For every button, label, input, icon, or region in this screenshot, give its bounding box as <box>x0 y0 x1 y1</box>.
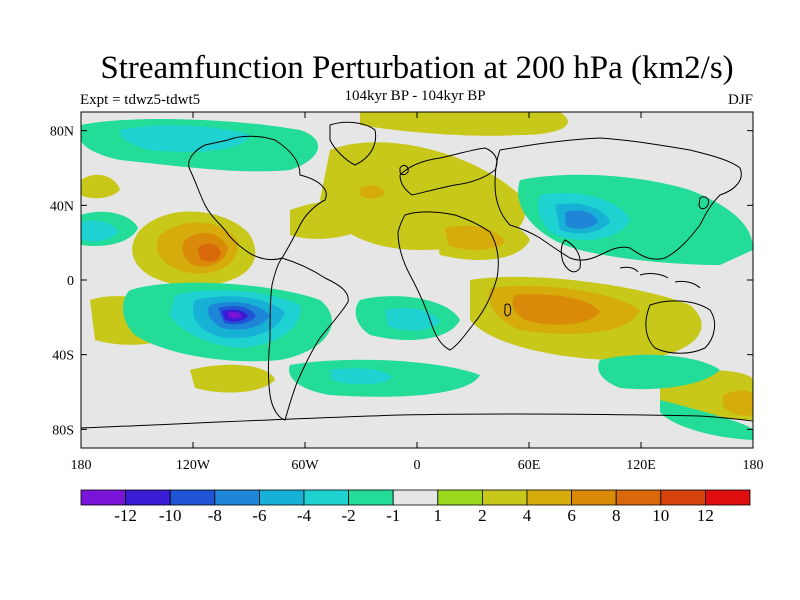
contour-violet-minimum <box>228 312 242 319</box>
colorbar-label: 2 <box>478 506 487 525</box>
colorbar-label: 6 <box>567 506 576 525</box>
coast-africa <box>397 211 499 351</box>
contour-dark-orange-indian-ocean <box>512 294 600 325</box>
coast-japan <box>698 196 709 210</box>
colorbar-swatch <box>705 489 751 506</box>
lat-tick-label: 40S <box>52 349 74 364</box>
lon-tick-label: 180 <box>71 458 92 473</box>
contour-orange-north-atlantic <box>360 185 385 199</box>
coast-madagascar <box>504 303 512 317</box>
coast-europe <box>399 147 498 196</box>
colorbar-swatch <box>615 489 662 506</box>
contour-orange-south-pacific <box>723 390 753 416</box>
colorbar-label: 10 <box>652 506 670 525</box>
colorbar-label: 8 <box>611 506 621 525</box>
coast-greenland <box>329 121 377 166</box>
colorbar-swatch <box>214 489 260 506</box>
coast-asia <box>494 137 742 261</box>
lat-tick-label: 40N <box>50 199 74 214</box>
contour-blue-asia-core <box>565 210 598 229</box>
contour-red-east-pacific <box>198 243 221 262</box>
colorbar-swatch <box>437 489 483 506</box>
lon-tick-label: 180 <box>743 458 764 473</box>
coast-antarctica <box>81 413 753 429</box>
contour-positive-band-arctic <box>360 112 568 136</box>
colorbar-swatch <box>258 489 305 506</box>
colorbar-label: -1 <box>386 506 401 525</box>
coastlines <box>81 121 753 429</box>
coast-india <box>560 239 581 273</box>
contour-positive-atlantic-lobe <box>290 200 380 239</box>
colorbar-label: 4 <box>522 506 532 525</box>
colorbar-label: -6 <box>252 506 267 525</box>
contour-turquoise-south-atlantic <box>385 308 440 331</box>
contour-turquoise-southern-ocean <box>330 368 392 385</box>
lat-tick-label: 80N <box>50 125 74 140</box>
contour-turquoise-north-pacific <box>119 125 250 152</box>
lon-tick-label: 0 <box>414 458 421 473</box>
lon-tick-label: 120E <box>626 458 656 473</box>
colorbar-swatch <box>80 489 126 506</box>
lon-tick-label: 60E <box>518 458 541 473</box>
contour-positive-west-pacific <box>81 174 120 199</box>
colorbar-swatch <box>392 489 439 506</box>
colorbar-swatch <box>348 489 394 506</box>
lat-tick-label: 0 <box>67 274 74 289</box>
colorbar-swatch <box>571 489 617 506</box>
coast-uk <box>399 164 409 176</box>
coast-south-america <box>268 257 349 421</box>
colorbar-label: -10 <box>158 506 182 525</box>
experiment-label: Expt = tdwz5-tdwt5 <box>80 92 201 108</box>
colorbar-swatch <box>125 489 171 506</box>
map-title: Streamfunction Perturbation at 200 hPa (… <box>100 50 734 86</box>
colorbar <box>80 489 751 506</box>
contour-positive-south-atlantic <box>190 364 275 393</box>
latitude-axis: 80N 40N 0 40S 80S <box>50 125 753 438</box>
lon-tick-label: 60W <box>291 458 319 473</box>
period-label: 104kyr BP - 104kyr BP <box>344 88 486 104</box>
contour-cyan-south-pacific-band <box>660 400 753 440</box>
colorbar-label: 1 <box>433 506 443 525</box>
colorbar-swatch <box>169 489 216 506</box>
longitude-axis: 180 120W 60W 0 60E 120E 180 <box>71 112 764 473</box>
coast-australia <box>645 300 716 354</box>
contour-turquoise-nw-pacific <box>81 220 118 242</box>
lat-tick-label: 80S <box>52 423 74 438</box>
colorbar-label: -2 <box>341 506 356 525</box>
colorbar-swatch <box>303 489 349 506</box>
colorbar-label: -12 <box>114 506 137 525</box>
colorbar-label: -4 <box>296 506 312 525</box>
contour-field <box>81 112 753 448</box>
colorbar-swatch <box>481 489 528 506</box>
contour-cyan-australia-south <box>598 354 720 390</box>
lon-tick-label: 120W <box>176 458 211 473</box>
colorbar-swatch <box>660 489 706 506</box>
colorbar-label: 12 <box>696 506 714 525</box>
colorbar-label: -8 <box>207 506 222 525</box>
colorbar-swatch <box>526 489 572 506</box>
coast-indonesia <box>619 266 701 289</box>
season-label: DJF <box>727 92 753 108</box>
